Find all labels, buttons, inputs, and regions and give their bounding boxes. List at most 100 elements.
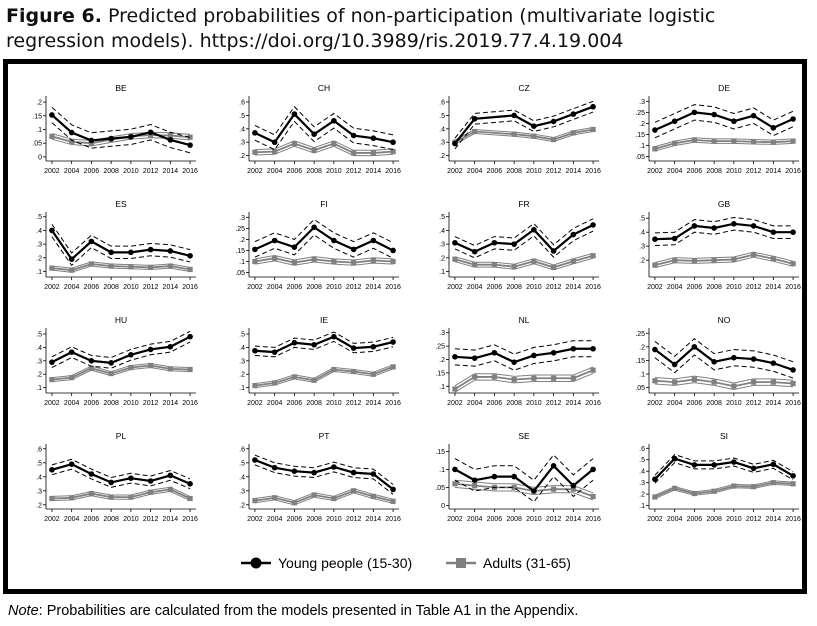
panel-title: NO	[718, 315, 731, 325]
adults-point	[390, 258, 396, 265]
panel-title: DE	[718, 83, 730, 93]
x-tick-label: 2008	[103, 168, 119, 175]
young-ci-upper	[454, 340, 594, 355]
y-tick-label: .2	[36, 372, 42, 379]
young-point	[108, 135, 114, 142]
adults-point	[731, 383, 737, 389]
adults-point	[570, 375, 576, 381]
adults-point	[370, 493, 376, 499]
young-line	[654, 457, 794, 480]
young-point	[711, 358, 717, 365]
panel-pl: PL .2 .3 .4 .5 .6 2002 2004 2006 2008 2010 2012 2014…	[36, 431, 198, 523]
adults-point	[69, 139, 75, 145]
young-point	[147, 129, 154, 136]
young-point	[88, 471, 95, 477]
adults-point	[167, 486, 173, 492]
y-tick-label: .2	[639, 258, 645, 265]
young-point	[452, 239, 458, 246]
y-tick-label: .1	[639, 371, 645, 378]
adults-ci-lower	[254, 368, 394, 389]
young-ci-lower	[51, 236, 191, 267]
adults-point	[531, 258, 537, 264]
legend-adults-marker	[456, 558, 466, 568]
x-tick-label: 2016	[785, 284, 801, 291]
young-point	[167, 137, 174, 143]
young-point	[671, 455, 678, 462]
x-tick-label: 2004	[64, 400, 80, 407]
adults-point	[187, 366, 193, 373]
x-tick-label: 2012	[546, 284, 562, 291]
y-tick-label: 0	[38, 154, 42, 161]
x-tick-label: 2010	[326, 516, 342, 523]
adults-point	[711, 138, 717, 144]
x-tick-label: 2004	[467, 168, 483, 175]
young-point	[790, 229, 796, 235]
legend-young-marker	[250, 557, 262, 569]
young-point	[108, 479, 114, 486]
adults-point	[751, 379, 757, 385]
x-tick-label: 2016	[785, 400, 801, 407]
adults-ci-lower	[654, 483, 794, 500]
panel-title: SI	[720, 431, 728, 441]
adults-point	[252, 498, 258, 504]
y-tick-label: .15	[435, 449, 445, 456]
y-tick-label: .05	[635, 385, 645, 392]
young-point	[770, 360, 777, 366]
young-line	[654, 111, 794, 132]
x-tick-label: 2004	[267, 284, 283, 291]
x-tick-label: 2010	[123, 168, 139, 175]
x-tick-label: 2016	[785, 516, 801, 523]
adults-point	[652, 494, 658, 500]
adults-point	[167, 263, 173, 269]
young-ci-upper	[454, 218, 594, 247]
adults-ci-upper	[654, 251, 794, 264]
adults-point	[672, 257, 678, 263]
y-tick-label: .2	[36, 255, 42, 262]
x-tick-label: 2008	[103, 284, 119, 291]
young-point	[652, 476, 658, 483]
adults-point	[187, 266, 193, 273]
young-line	[454, 464, 594, 493]
young-point	[691, 109, 698, 116]
y-tick-label: .1	[439, 384, 445, 391]
young-point	[252, 457, 258, 463]
x-tick-label: 2010	[526, 516, 542, 523]
y-tick-label: .3	[239, 215, 245, 222]
y-tick-label: .15	[635, 132, 645, 139]
adults-point	[751, 139, 757, 145]
y-tick-label: .3	[639, 99, 645, 106]
y-tick-label: .5	[639, 457, 645, 464]
adults-point	[770, 256, 776, 262]
adults-point	[88, 261, 94, 267]
y-tick-label: .15	[435, 370, 445, 377]
young-ci-upper	[254, 331, 394, 348]
panel-title: GB	[718, 199, 731, 209]
x-tick-label: 2004	[467, 284, 483, 291]
young-line	[454, 347, 594, 364]
panel-title: SE	[518, 431, 530, 441]
x-tick-label: 2014	[766, 516, 782, 523]
young-point	[790, 367, 796, 373]
adults-point	[351, 368, 357, 375]
adults-point	[672, 485, 678, 491]
y-tick-label: .2	[36, 100, 42, 107]
young-point	[167, 472, 174, 479]
young-point	[370, 237, 377, 244]
young-point	[331, 237, 337, 244]
x-tick-label: 2014	[766, 168, 782, 175]
adults-point	[452, 256, 458, 262]
x-tick-label: 2016	[182, 168, 198, 175]
adults-point	[491, 262, 497, 268]
adults-point	[770, 139, 776, 145]
x-tick-label: 2002	[44, 284, 60, 291]
x-tick-label: 2006	[287, 516, 303, 523]
y-tick-label: .25	[435, 344, 445, 351]
adults-point	[551, 264, 557, 271]
young-point	[108, 360, 114, 366]
y-tick-label: .3	[36, 488, 42, 495]
x-tick-label: 2006	[487, 516, 503, 523]
adults-point	[69, 374, 75, 381]
young-point	[691, 223, 698, 229]
young-point	[550, 349, 557, 356]
y-tick-label: .1	[239, 385, 245, 392]
